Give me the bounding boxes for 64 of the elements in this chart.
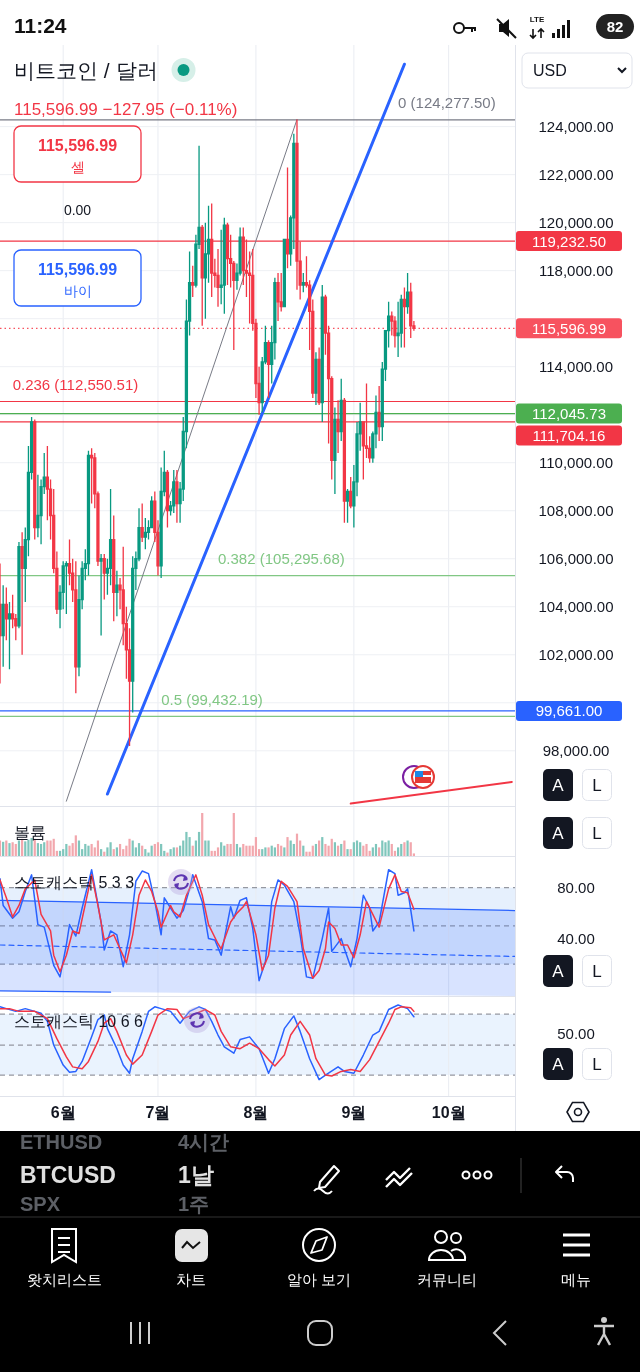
y-tick-label: 106,000.00 [538,550,614,568]
y-tick-label: 80.00 [557,879,595,897]
text: A [552,775,565,795]
annotation: 115,596.99 [37,136,118,154]
price-tag: 111,704.16 [516,425,622,446]
annotation: 0.00 [63,202,92,218]
y-tick-label: 118,000.00 [539,262,613,280]
y-tick-label: 124,000.00 [538,118,614,136]
text: 4시간 [178,1131,230,1153]
text: BTCUSD [20,1162,116,1188]
text: 차트 [176,1270,206,1288]
x-tick-label: 6월 [50,1103,76,1121]
y-tick-label: 120,000.00 [538,214,614,232]
text: L [592,961,602,981]
text: A [552,961,565,981]
y-tick-label: 108,000.00 [538,502,614,520]
text: 왓치리스트 [26,1270,102,1288]
annotation: 0 (124,277.50) [398,94,496,112]
annotation: 0.236 (112,550.51) [12,375,139,393]
ref-line-label: 99,661.00 [535,702,603,720]
x-tick-label: 9월 [341,1103,367,1121]
text: L [592,1054,602,1074]
y-tick-label: 40.00 [557,930,595,948]
x-tick-label: 10월 [431,1103,466,1121]
text: ETHUSD [20,1131,103,1153]
text: SPX [20,1193,61,1215]
y-tick-label: 98,000.00 [542,742,610,760]
text: A [552,1054,565,1074]
ref-line-label: 115,596.99 [532,319,606,337]
text: L [592,775,602,795]
annotation: 0.382 (105,295.68) [218,550,345,568]
text: 82 [606,18,624,35]
ref-line-label: 119,232.50 [532,232,606,250]
y-tick-label: 114,000.00 [539,358,613,376]
text: A [552,823,565,843]
x-tick-label: 8월 [243,1103,269,1121]
x-tick-label: 7월 [145,1103,171,1121]
ref-line-label: 112,045.73 [532,405,606,423]
text: 메뉴 [561,1270,591,1288]
y-tick-label: 122,000.00 [538,166,614,184]
price-tag: 119,232.50 [516,231,622,252]
y-tick-label: 102,000.00 [538,646,614,664]
annotation: 셀 [70,159,85,175]
text: LTE [529,14,545,24]
annotation: 0.5 (99,432.19) [161,690,263,708]
ref-line-label: 111,704.16 [532,427,606,445]
text: 115,596.99 −127.95 (−0.11%) [14,99,238,119]
price-tag: 112,045.73 [516,403,622,424]
text: 1주 [178,1193,210,1215]
text: 1날 [178,1162,214,1188]
text: 비트코인 / 달러 [14,58,158,82]
text: 알아 보기 [286,1270,352,1288]
y-tick-label: 104,000.00 [538,598,614,616]
text: 커뮤니티 [417,1270,477,1288]
annotation: 바이 [63,283,92,299]
text: 11:24 [14,13,67,37]
text: 50.00 [557,1024,595,1042]
price-tag: 99,661.00 [516,700,622,721]
annotation: 115,596.99 [37,260,118,278]
price-tag: 115,596.99 [516,318,622,339]
y-tick-label: 110,000.00 [539,454,613,472]
text: USD [533,62,567,79]
text: 볼륨 [14,823,46,841]
text: L [592,823,602,843]
